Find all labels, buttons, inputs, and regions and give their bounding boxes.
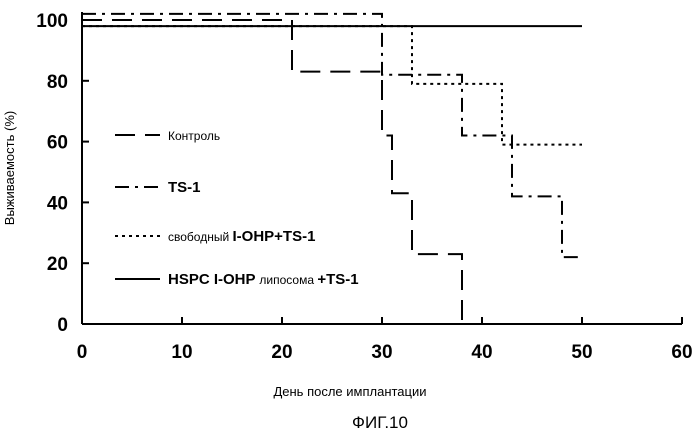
x-tick-label: 60: [671, 342, 692, 363]
legend-label: TS-1: [168, 179, 201, 196]
figure-caption: ФИГ.10: [352, 413, 408, 432]
x-tick-label: 20: [271, 342, 292, 363]
legend-label-part: TS-1: [168, 179, 201, 196]
tick-labels: 0 10 20 30 40 50 60 0 20 40 60 80 100: [36, 11, 692, 363]
y-axis-title: Выживаемость (%): [2, 111, 17, 225]
x-tick-label: 10: [171, 342, 192, 363]
legend-label: свободный I-OHP+TS-1: [168, 228, 315, 245]
y-tick-label: 100: [36, 11, 68, 32]
legend-label-part: +TS-1: [317, 271, 358, 288]
series-free-iohp-ts1: [82, 26, 582, 145]
y-tick-label: 0: [57, 315, 68, 336]
x-tick-label: 40: [471, 342, 492, 363]
legend-label-part: свободный: [168, 230, 233, 244]
legend-label-part: HSPC I-OHP: [168, 271, 259, 288]
y-tick-label: 20: [47, 254, 68, 275]
x-axis-title: День после имплантации: [273, 384, 426, 399]
legend-label-part: Контроль: [168, 129, 220, 143]
x-tick-label: 0: [77, 342, 88, 363]
y-tick-label: 80: [47, 72, 68, 93]
x-tick-label: 30: [371, 342, 392, 363]
x-tick-label: 50: [571, 342, 592, 363]
legend-label: Контроль: [168, 129, 220, 143]
legend-label-part: I-OHP+TS-1: [233, 228, 316, 245]
legend: Контроль TS-1 свободный I-OHP+TS-1 HSPC I-O…: [115, 129, 359, 288]
y-tick-label: 60: [47, 133, 68, 154]
y-tick-label: 40: [47, 193, 68, 214]
legend-label: HSPC I-OHP липосома +TS-1: [168, 271, 359, 288]
legend-label-part: липосома: [259, 273, 317, 287]
